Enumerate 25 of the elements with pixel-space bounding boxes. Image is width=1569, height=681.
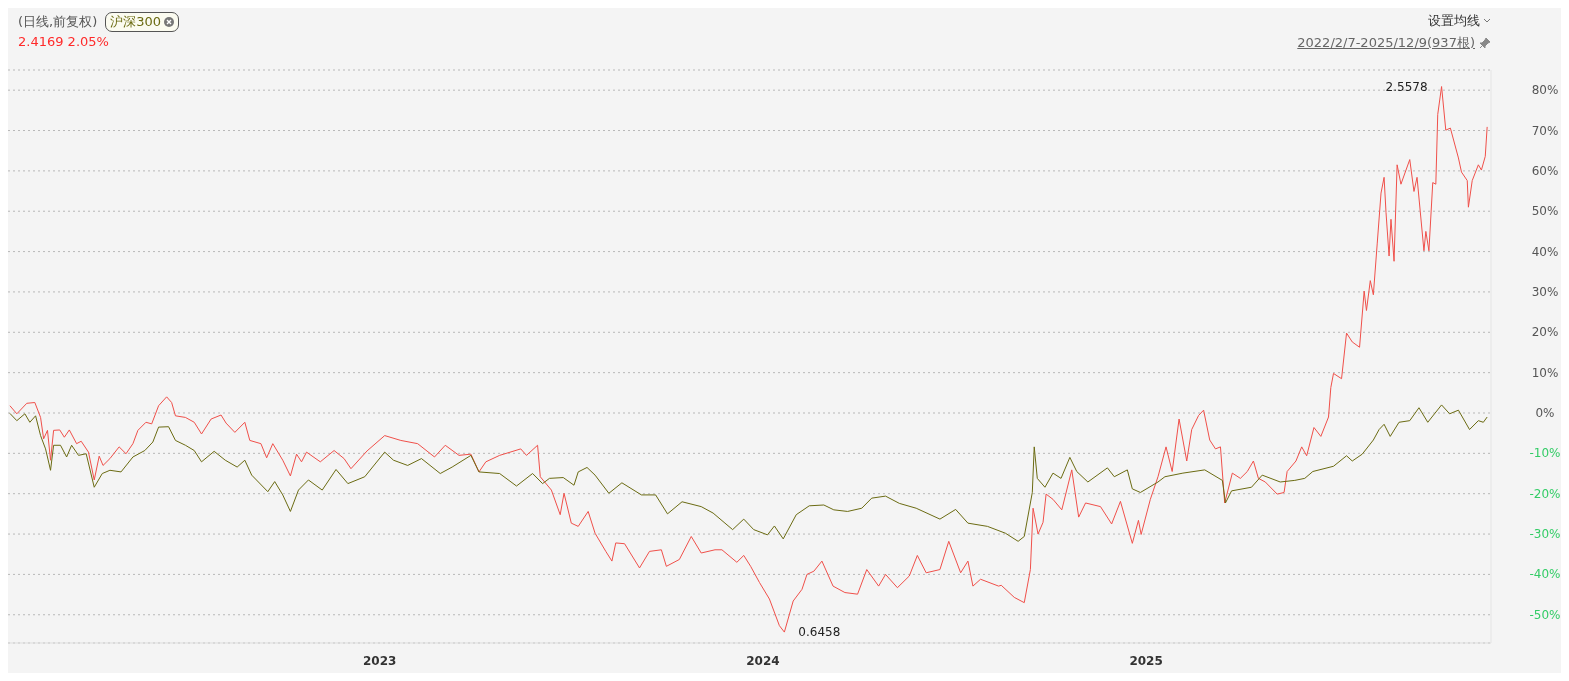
chart-subtitle: 2.4169 2.05%: [18, 34, 109, 49]
y-tick-label: 60%: [1531, 163, 1559, 178]
text: 设置均线: [1428, 12, 1480, 30]
line-series: [9, 404, 1488, 542]
text: 2022/2/7-2025/12/9(937根): [1297, 34, 1475, 52]
text: 沪深300: [105, 12, 180, 32]
y-tick-label: -20%: [1529, 486, 1561, 501]
y-tick-label: -50%: [1529, 607, 1561, 622]
y-tick-label: 20%: [1531, 325, 1559, 340]
y-tick-label: -10%: [1529, 446, 1561, 461]
y-tick-label: -30%: [1529, 527, 1561, 542]
y-tick-label: 40%: [1531, 244, 1559, 259]
y-tick-label: 0%: [1535, 405, 1555, 420]
y-tick-label: 10%: [1531, 365, 1559, 380]
annotation: 2.5578: [1385, 79, 1428, 94]
y-tick-label: -40%: [1529, 567, 1561, 582]
y-tick-label: 80%: [1531, 83, 1559, 98]
annotation: 0.6458: [798, 625, 841, 640]
x-tick-label: 2024: [746, 654, 780, 668]
x-tick-label: 2023: [363, 654, 397, 668]
y-tick-label: 70%: [1531, 123, 1559, 138]
chart-title: (日线,前复权): [18, 13, 98, 31]
x-tick-label: 2025: [1129, 654, 1163, 668]
y-tick-label: 50%: [1531, 204, 1559, 219]
y-tick-label: 30%: [1531, 284, 1559, 299]
